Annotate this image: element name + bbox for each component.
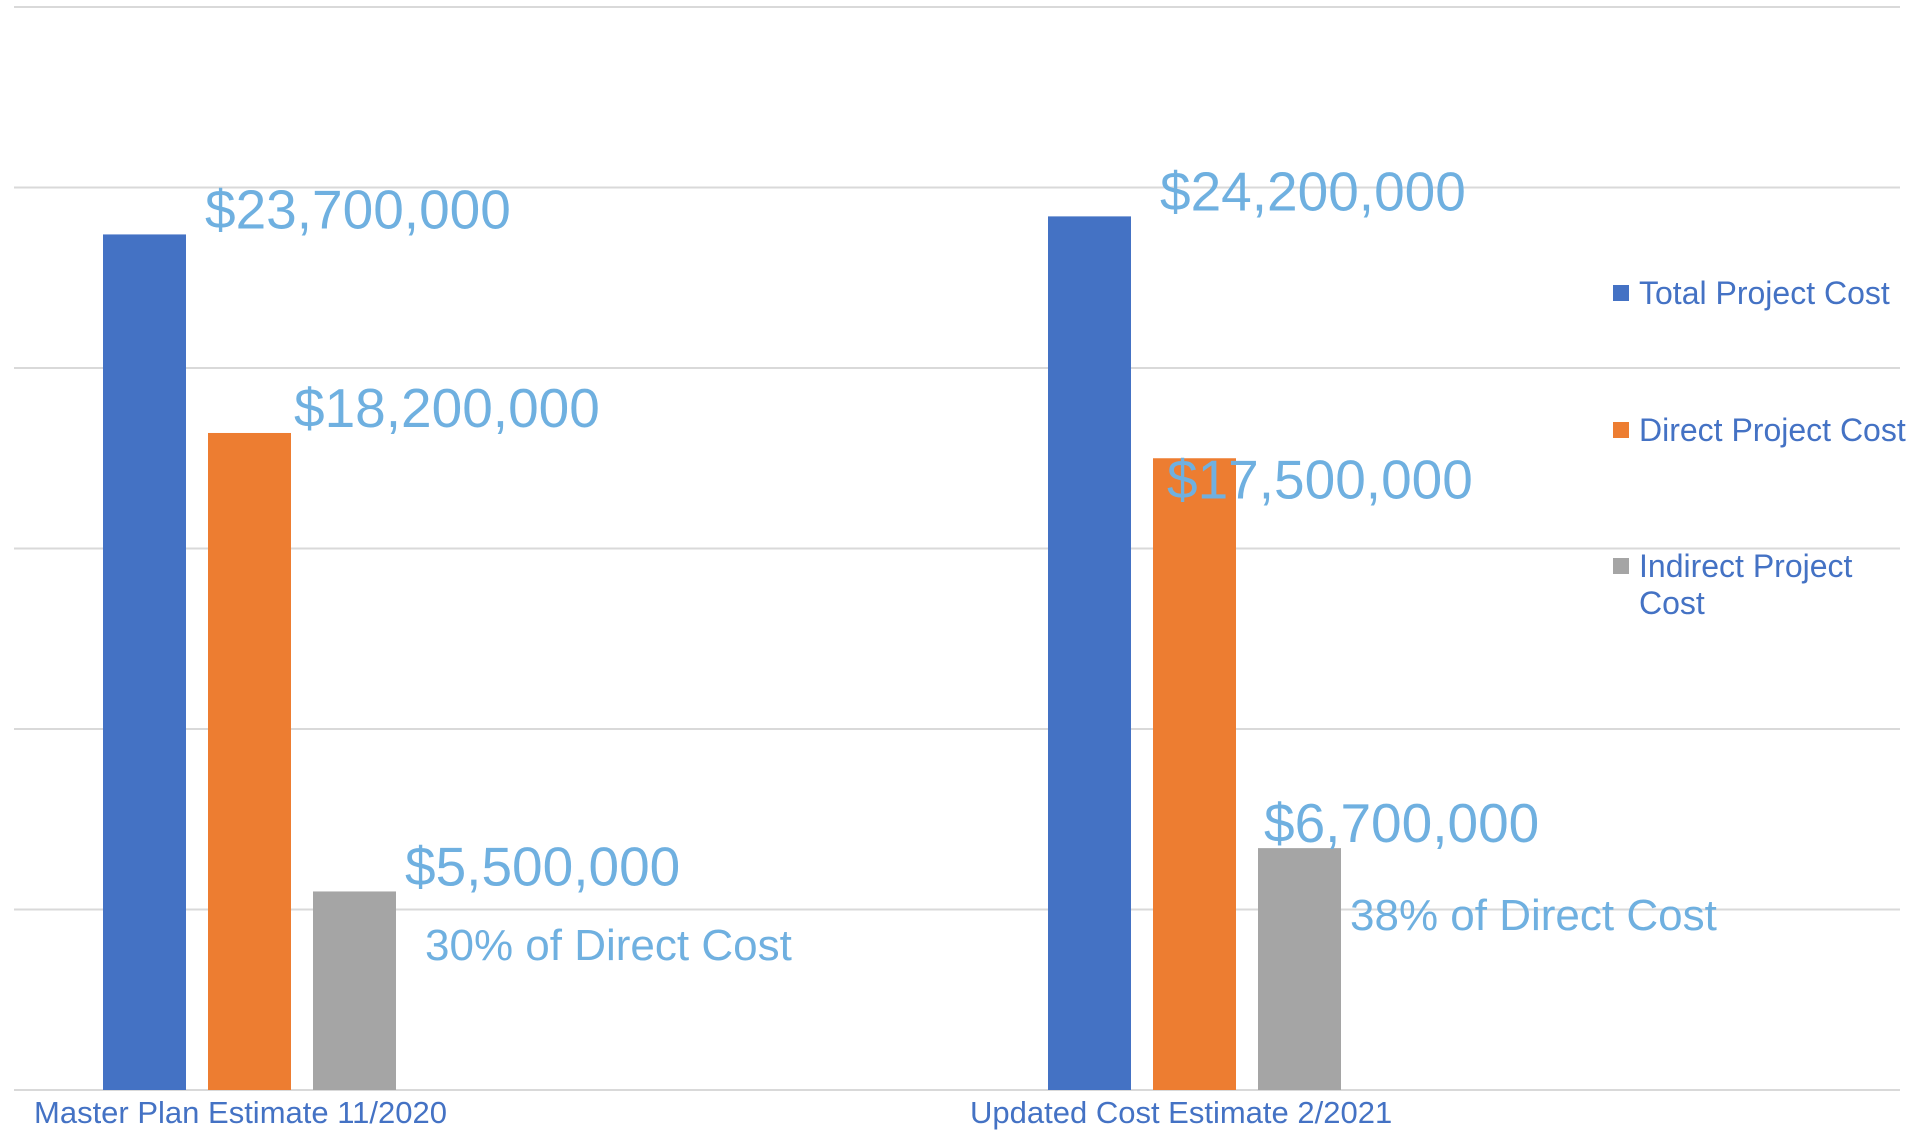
value-label-indirect-1: $5,500,000 bbox=[405, 835, 680, 897]
legend-swatch-indirect bbox=[1613, 558, 1629, 574]
category-label-1: Master Plan Estimate 11/2020 bbox=[34, 1095, 447, 1130]
bar-indirect-2 bbox=[1258, 848, 1341, 1090]
legend: Total Project Cost Direct Project Cost Ind… bbox=[1613, 275, 1906, 621]
legend-swatch-direct bbox=[1613, 422, 1629, 438]
bar-indirect-1 bbox=[313, 891, 396, 1090]
bar-direct-2 bbox=[1153, 458, 1236, 1090]
direct-cost-percent-note-2: 38% of Direct Cost bbox=[1350, 891, 1717, 940]
direct-cost-percent-note-1: 30% of Direct Cost bbox=[425, 921, 792, 970]
value-label-total-2: $24,200,000 bbox=[1160, 160, 1466, 222]
value-label-direct-1: $18,200,000 bbox=[294, 377, 600, 439]
bar-direct-1 bbox=[208, 432, 291, 1091]
bar-total-1 bbox=[103, 234, 186, 1090]
category-label-2: Updated Cost Estimate 2/2021 bbox=[970, 1095, 1392, 1130]
value-label-total-1: $23,700,000 bbox=[205, 178, 511, 240]
legend-label-direct: Direct Project Cost bbox=[1639, 412, 1906, 448]
bars bbox=[103, 216, 1341, 1091]
value-label-indirect-2: $6,700,000 bbox=[1264, 792, 1539, 854]
legend-label-indirect: Indirect Project Cost bbox=[1639, 548, 1853, 621]
category-labels: Master Plan Estimate 11/2020 Updated Cost… bbox=[34, 1095, 1392, 1130]
legend-label-total: Total Project Cost bbox=[1639, 275, 1890, 311]
data-labels: $23,700,000 $24,200,000 $18,200,000 $17,500… bbox=[205, 160, 1717, 970]
bar-total-2 bbox=[1048, 216, 1131, 1090]
legend-swatch-total bbox=[1613, 285, 1629, 301]
value-label-direct-2: $17,500,000 bbox=[1167, 448, 1473, 510]
